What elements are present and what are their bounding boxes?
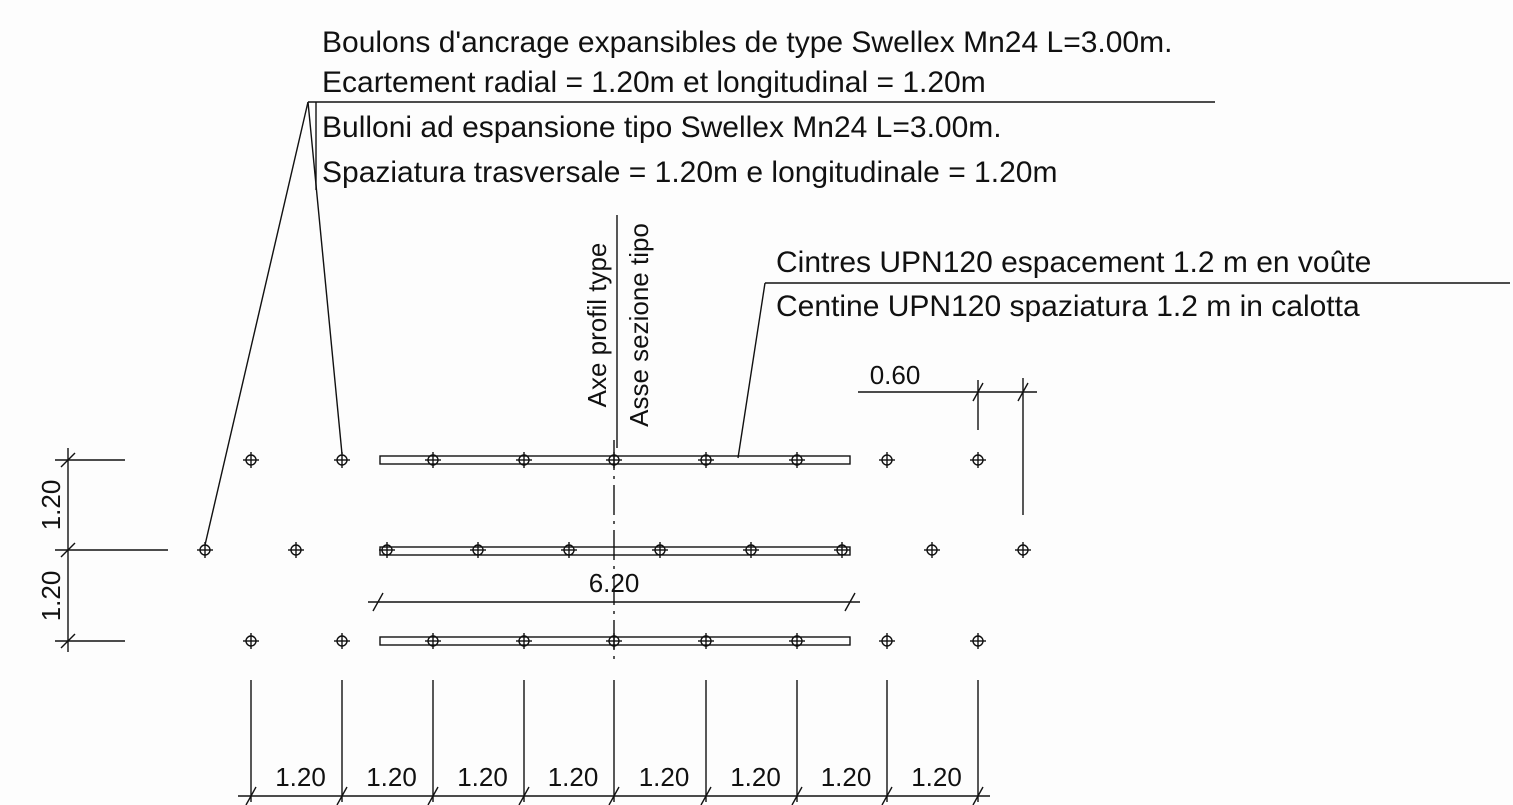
note: Ecartement radial = 1.20m et longitudina… <box>322 66 986 99</box>
dim-tick <box>518 786 530 805</box>
dim-tick <box>844 592 856 612</box>
dim-label: 6.20 <box>589 568 640 598</box>
dim-tick <box>372 592 384 612</box>
dim-label: 1.20 <box>457 762 508 792</box>
dim-label: 1.20 <box>639 762 690 792</box>
dim-tick <box>791 786 803 805</box>
dim-tick <box>60 542 76 558</box>
rib <box>379 455 851 465</box>
dim-label: 1.20 <box>36 480 66 531</box>
dim-tick <box>1017 382 1029 402</box>
dim-label: 1.20 <box>911 762 962 792</box>
note: Centine UPN120 spaziatura 1.2 m in calot… <box>776 290 1360 323</box>
dim-label: 1.20 <box>36 571 66 622</box>
dim-label: 0.60 <box>870 360 921 390</box>
axis-label: Axe profil type <box>582 243 612 408</box>
dim-tick <box>336 786 348 805</box>
dim-tick <box>972 786 984 805</box>
dim-tick <box>60 452 76 468</box>
dim-label: 1.20 <box>730 762 781 792</box>
dim-label: 1.20 <box>366 762 417 792</box>
dim-tick <box>608 786 620 805</box>
leader <box>204 101 309 546</box>
rib <box>379 546 851 556</box>
leader <box>307 101 343 455</box>
dim-label: 1.20 <box>275 762 326 792</box>
axis-label: Asse sezione tipo <box>624 223 654 427</box>
rib <box>379 636 851 646</box>
note: Cintres UPN120 espacement 1.2 m en voûte <box>776 246 1371 279</box>
note: Boulons d'ancrage expansibles de type Sw… <box>322 26 1172 59</box>
dim-tick <box>881 786 893 805</box>
dim-tick <box>427 786 439 805</box>
dim-tick <box>60 633 76 649</box>
dim-tick <box>700 786 712 805</box>
dim-label: 1.20 <box>821 762 872 792</box>
dim-tick <box>972 382 984 402</box>
note: Bulloni ad espansione tipo Swellex Mn24 … <box>322 111 1002 144</box>
leader <box>737 282 766 459</box>
note: Spaziatura trasversale = 1.20m e longitu… <box>322 156 1057 189</box>
dim-label: 1.20 <box>548 762 599 792</box>
dim-tick <box>245 786 257 805</box>
